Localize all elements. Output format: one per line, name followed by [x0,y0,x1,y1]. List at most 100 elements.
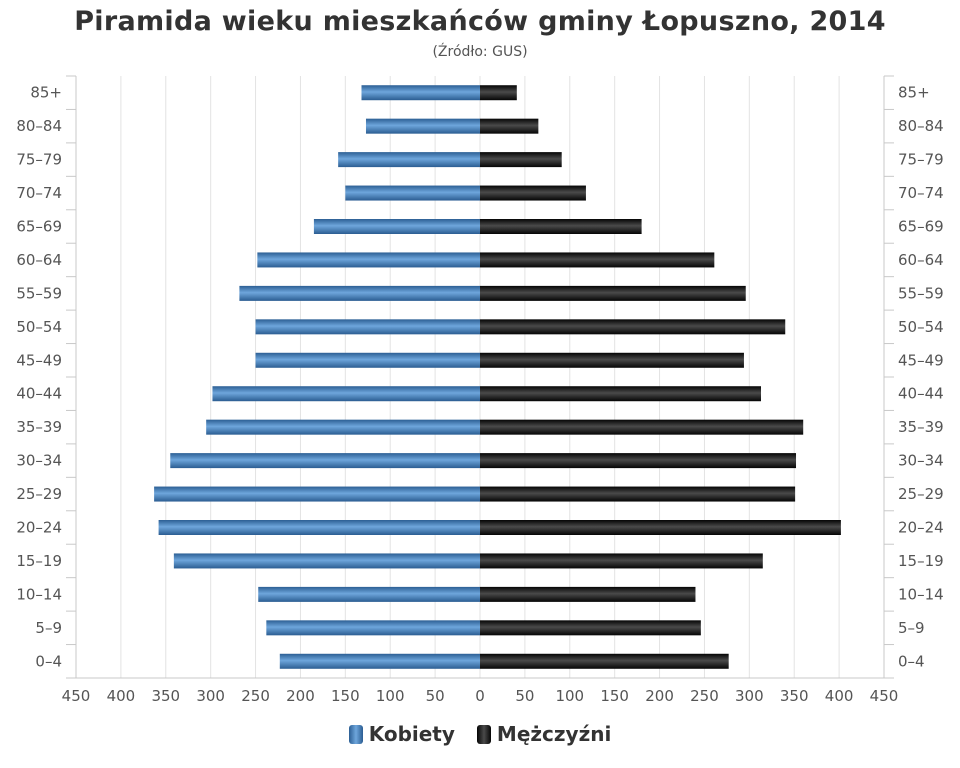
y-tick-label-left: 5–9 [35,619,62,637]
bar-mezczyzni-5[interactable] [480,252,715,268]
bar-kobiety-7[interactable] [255,319,480,335]
y-tick-label-right: 15–19 [898,552,944,570]
y-tick-label-right: 5–9 [898,619,925,637]
y-tick-label-left: 85+ [30,84,62,102]
bar-kobiety-10[interactable] [206,419,480,435]
x-tick-label: 300 [196,687,225,705]
x-tick-label: 300 [735,687,764,705]
y-tick-label-left: 65–69 [16,218,62,236]
x-tick-label: 350 [151,687,180,705]
bar-mezczyzni-15[interactable] [480,586,696,602]
bar-mezczyzni-14[interactable] [480,553,763,569]
legend-swatch-mezczyzni [476,724,491,744]
bar-kobiety-11[interactable] [170,453,480,469]
bar-kobiety-17[interactable] [279,653,480,669]
y-tick-label-right: 55–59 [898,284,944,302]
x-tick-label: 200 [286,687,315,705]
y-tick-label-right: 35–39 [898,418,944,436]
y-tick-label-left: 20–24 [16,519,62,537]
y-tick-label-right: 10–14 [898,585,944,603]
bar-kobiety-4[interactable] [313,219,480,234]
y-tick-label-right: 20–24 [898,519,944,537]
y-tick-label-right: 40–44 [898,385,944,403]
x-tick-label: 50 [515,687,534,705]
y-tick-label-left: 30–34 [16,452,62,470]
chart-title: Piramida wieku mieszkańców gminy Łopuszn… [74,6,886,37]
legend-item-mezczyzni[interactable]: Mężczyźni [476,722,612,746]
y-tick-label-left: 0–4 [35,652,62,670]
bar-mezczyzni-11[interactable] [480,453,797,469]
bar-kobiety-5[interactable] [257,252,480,268]
y-tick-label-right: 30–34 [898,452,944,470]
x-tick-label: 250 [241,687,270,705]
bar-mezczyzni-3[interactable] [480,185,586,201]
y-tick-label-left: 40–44 [16,385,62,403]
bar-mezczyzni-13[interactable] [480,520,841,535]
bar-kobiety-0[interactable] [361,85,480,101]
x-tick-label: 400 [825,687,854,705]
y-tick-label-left: 50–54 [16,318,62,336]
legend-label-kobiety: Kobiety [368,722,455,746]
y-tick-label-left: 25–29 [16,485,62,503]
y-tick-label-right: 25–29 [898,485,944,503]
x-tick-label: 100 [376,687,405,705]
y-tick-label-right: 75–79 [898,151,944,169]
y-tick-label-right: 45–49 [898,351,944,369]
y-tick-label-right: 70–74 [898,184,944,202]
bar-kobiety-6[interactable] [239,285,480,301]
bar-mezczyzni-16[interactable] [480,620,701,636]
bar-kobiety-1[interactable] [365,118,480,134]
bar-mezczyzni-6[interactable] [480,285,746,301]
bar-kobiety-9[interactable] [212,386,480,402]
y-tick-label-right: 60–64 [898,251,944,269]
bar-kobiety-15[interactable] [258,586,480,602]
legend-item-kobiety[interactable]: Kobiety [348,722,455,746]
y-tick-label-right: 85+ [898,84,930,102]
bar-kobiety-16[interactable] [266,620,480,636]
x-tick-label: 250 [690,687,719,705]
y-tick-label-right: 65–69 [898,218,944,236]
legend-swatch-kobiety [348,724,363,744]
x-tick-label: 350 [780,687,809,705]
y-tick-label-left: 55–59 [16,284,62,302]
y-tick-label-left: 60–64 [16,251,62,269]
bar-mezczyzni-1[interactable] [480,118,539,134]
y-tick-label-left: 45–49 [16,351,62,369]
y-tick-label-left: 15–19 [16,552,62,570]
bar-kobiety-14[interactable] [173,553,480,569]
y-tick-label-left: 35–39 [16,418,62,436]
x-tick-label: 450 [62,687,91,705]
x-tick-label: 0 [475,687,485,705]
bar-mezczyzni-9[interactable] [480,386,762,402]
bar-kobiety-12[interactable] [154,486,480,502]
bar-mezczyzni-7[interactable] [480,319,786,335]
x-tick-label: 450 [870,687,899,705]
bar-mezczyzni-12[interactable] [480,486,796,502]
population-pyramid-chart: 85+ 85+ 80–84 80–84 75–79 75–79 70–74 70–74 65–6… [16,75,944,705]
x-tick-label: 100 [555,687,584,705]
y-tick-label-right: 80–84 [898,117,944,135]
bar-mezczyzni-4[interactable] [480,219,642,234]
bar-kobiety-13[interactable] [158,520,480,535]
bar-mezczyzni-17[interactable] [480,653,729,669]
chart-subtitle: (Źródło: GUS) [432,44,528,60]
bar-kobiety-2[interactable] [338,152,480,168]
bar-mezczyzni-8[interactable] [480,352,744,368]
x-tick-label: 400 [107,687,136,705]
x-tick-label: 150 [331,687,360,705]
x-tick-label: 200 [645,687,674,705]
y-tick-label-right: 50–54 [898,318,944,336]
bar-mezczyzni-10[interactable] [480,419,804,435]
x-tick-label: 50 [426,687,445,705]
y-tick-label-right: 0–4 [898,652,925,670]
legend-label-mezczyzni: Mężczyźni [496,722,612,746]
x-tick-label: 150 [600,687,629,705]
bar-mezczyzni-0[interactable] [480,85,517,101]
y-tick-label-left: 80–84 [16,117,62,135]
bar-kobiety-8[interactable] [255,352,480,368]
bar-mezczyzni-2[interactable] [480,152,562,168]
chart-legend: Kobiety Mężczyźni [0,722,960,746]
y-tick-label-left: 10–14 [16,585,62,603]
y-tick-label-left: 70–74 [16,184,62,202]
bar-kobiety-3[interactable] [345,185,480,201]
